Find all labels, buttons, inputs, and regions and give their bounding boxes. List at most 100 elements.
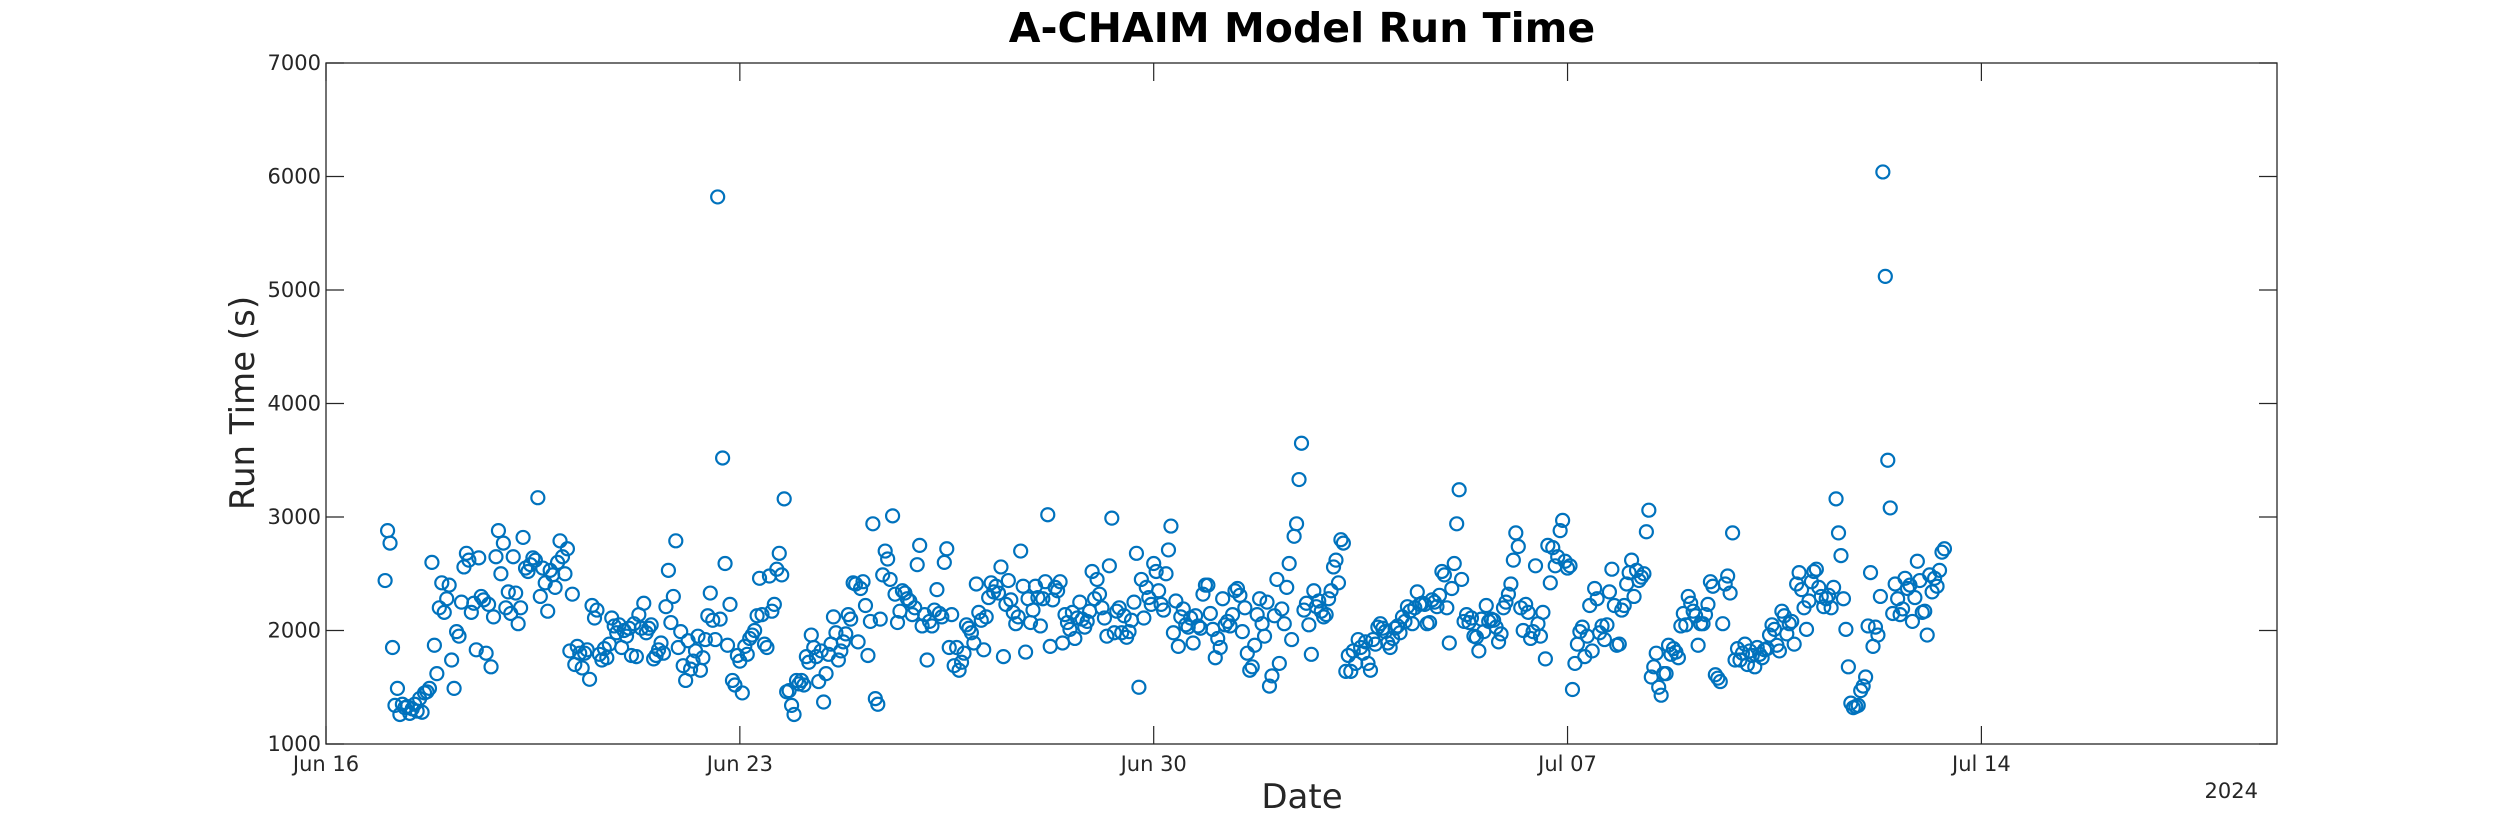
data-point — [1281, 555, 1297, 572]
data-point — [1791, 565, 1807, 581]
data-point — [1155, 602, 1172, 618]
data-point — [1072, 594, 1088, 610]
data-point — [557, 566, 573, 582]
data-point — [1722, 585, 1738, 601]
data-point — [759, 639, 775, 656]
data-point — [653, 635, 669, 651]
data-point — [1040, 507, 1056, 523]
data-point — [1781, 616, 1797, 632]
data-point — [451, 628, 467, 644]
data-point — [1899, 580, 1916, 597]
data-point — [1449, 516, 1465, 532]
data-point — [1929, 578, 1945, 594]
data-point — [1604, 561, 1620, 577]
data-point — [424, 554, 440, 571]
data-point — [574, 660, 590, 676]
data-point — [1860, 618, 1876, 634]
data-point — [1343, 663, 1359, 679]
data-point — [697, 631, 713, 648]
data-point — [956, 645, 972, 661]
data-point — [461, 552, 477, 568]
data-point — [1104, 510, 1120, 526]
data-point — [862, 613, 879, 630]
data-point — [978, 609, 994, 625]
data-point — [628, 649, 644, 665]
data-point — [857, 597, 874, 614]
data-point — [1436, 567, 1452, 583]
data-point — [1010, 609, 1026, 625]
data-point — [988, 578, 1004, 594]
data-point — [1771, 643, 1787, 659]
data-point — [835, 634, 851, 650]
data-point — [540, 603, 556, 619]
data-point — [1882, 500, 1898, 516]
data-point — [1550, 549, 1566, 565]
data-point — [1724, 525, 1741, 541]
data-point — [1909, 553, 1925, 569]
data-point — [951, 662, 967, 678]
data-point — [1641, 502, 1657, 518]
data-point — [1490, 634, 1507, 650]
data-point — [1320, 591, 1337, 607]
data-point — [776, 491, 792, 507]
data-point — [1126, 594, 1142, 610]
data-point — [1293, 435, 1310, 451]
data-point — [766, 596, 782, 612]
data-point — [1596, 631, 1613, 648]
data-point — [490, 523, 507, 539]
data-point — [1867, 619, 1884, 635]
data-point — [934, 609, 950, 625]
data-point — [431, 600, 447, 616]
data-point — [1559, 560, 1576, 576]
data-point — [1833, 547, 1849, 564]
data-point — [919, 652, 935, 668]
data-point — [830, 652, 846, 668]
data-point — [705, 612, 721, 628]
data-point — [783, 697, 800, 714]
data-point — [1825, 579, 1842, 595]
data-point — [1919, 627, 1935, 643]
data-point — [1052, 574, 1068, 590]
data-point — [1404, 616, 1420, 632]
data-point — [1880, 452, 1896, 468]
data-point — [1084, 563, 1100, 580]
data-point — [444, 652, 460, 668]
data-point — [1158, 566, 1174, 582]
data-point — [618, 628, 635, 644]
data-point — [1338, 663, 1354, 679]
data-point — [1936, 541, 1953, 557]
data-point — [1793, 582, 1810, 598]
data-point — [1552, 523, 1568, 539]
data-point — [1269, 571, 1285, 588]
data-point — [564, 586, 580, 602]
data-point — [1360, 655, 1376, 672]
data-point — [1616, 597, 1632, 614]
data-point — [682, 661, 699, 677]
data-point — [1284, 631, 1300, 648]
data-point — [1678, 617, 1694, 633]
data-point — [828, 625, 844, 641]
data-point — [1264, 668, 1280, 684]
data-point — [1564, 681, 1581, 698]
data-point — [976, 642, 992, 658]
data-point — [1828, 491, 1844, 507]
data-point — [1288, 516, 1305, 532]
data-point — [434, 575, 450, 591]
data-point — [1116, 608, 1132, 624]
data-point — [953, 654, 970, 670]
data-point — [1518, 596, 1534, 612]
data-point — [1215, 591, 1231, 607]
data-point — [870, 696, 886, 712]
data-point — [1806, 563, 1822, 580]
data-point — [1301, 617, 1317, 633]
data-point — [855, 574, 871, 590]
data-point — [734, 685, 750, 701]
data-point — [1830, 525, 1847, 541]
data-point — [1503, 576, 1519, 592]
data-point — [1720, 568, 1736, 584]
data-point — [1173, 609, 1189, 625]
data-point — [1747, 659, 1763, 675]
data-point — [894, 583, 911, 599]
data-point — [1670, 650, 1686, 666]
data-point — [1261, 678, 1278, 694]
